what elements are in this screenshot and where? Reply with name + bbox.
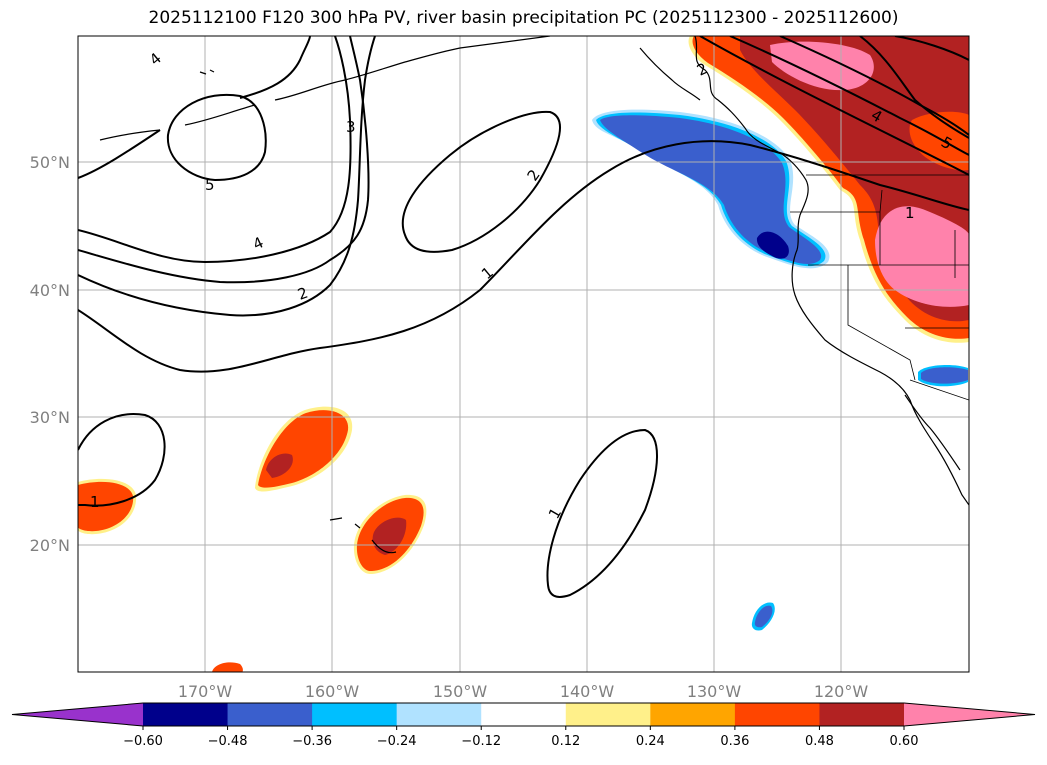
lon-label: 120°W bbox=[814, 682, 869, 701]
contour-label: 1 bbox=[905, 204, 915, 222]
colorbar-segment bbox=[227, 703, 313, 726]
lon-label: 160°W bbox=[305, 682, 360, 701]
colorbar-tick-label: −0.60 bbox=[123, 734, 163, 749]
colorbar-segment bbox=[481, 703, 567, 726]
colorbar-extend-high bbox=[904, 703, 1035, 726]
lat-label: 50°N bbox=[30, 153, 70, 172]
colorbar-tick-label: 0.60 bbox=[890, 734, 919, 749]
precip-negative-small-2 bbox=[751, 602, 775, 631]
colorbar-tick-label: −0.12 bbox=[461, 734, 501, 749]
precip-positive-pacific-1 bbox=[255, 406, 353, 492]
map-border bbox=[77, 35, 970, 673]
precip-positive-west-edge bbox=[78, 478, 137, 535]
precip-negative-small-1 bbox=[918, 364, 968, 387]
lon-label: 130°W bbox=[687, 682, 742, 701]
latitude-labels: 50°N 40°N 30°N 20°N bbox=[30, 153, 70, 555]
lat-label: 40°N bbox=[30, 281, 70, 300]
map-title: 2025112100 F120 300 hPa PV, river basin … bbox=[148, 8, 899, 28]
lon-label: 140°W bbox=[560, 682, 615, 701]
precip-positive-northeast bbox=[688, 36, 969, 343]
colorbar: −0.60 −0.48 −0.36 −0.24 −0.12 0.12 0.24 0.36 0.4… bbox=[11, 702, 1036, 749]
pv-contours bbox=[78, 36, 969, 598]
colorbar-segment bbox=[396, 703, 482, 726]
colorbar-segment bbox=[819, 703, 905, 726]
lat-label: 30°N bbox=[30, 408, 70, 427]
precip-positive-south-edge bbox=[212, 662, 243, 672]
contour-label: 3 bbox=[346, 118, 356, 136]
colorbar-tick-label: −0.48 bbox=[208, 734, 248, 749]
contour-label: 5 bbox=[205, 176, 215, 194]
colorbar-segment bbox=[650, 703, 736, 726]
colorbar-segment bbox=[565, 703, 651, 726]
colorbar-tick-label: −0.36 bbox=[292, 734, 332, 749]
lon-label: 170°W bbox=[178, 682, 233, 701]
precip-positive-pacific-2 bbox=[353, 494, 427, 575]
coastlines bbox=[99, 36, 969, 554]
colorbar-extend-low bbox=[12, 703, 143, 726]
borders bbox=[790, 174, 969, 401]
colorbar-tick-label: 0.48 bbox=[805, 734, 834, 749]
lon-label: 150°W bbox=[433, 682, 488, 701]
longitude-labels: 170°W 160°W 150°W 140°W 130°W 120°W bbox=[178, 682, 869, 701]
lat-label: 20°N bbox=[30, 536, 70, 555]
colorbar-segment bbox=[734, 703, 820, 726]
colorbar-tick-label: 0.12 bbox=[551, 734, 580, 749]
contour-label: 1 bbox=[90, 493, 100, 511]
colorbar-tick-label: −0.24 bbox=[377, 734, 417, 749]
colorbar-segment bbox=[312, 703, 398, 726]
colorbar-segment bbox=[143, 703, 229, 726]
colorbar-tick-label: 0.36 bbox=[720, 734, 749, 749]
colorbar-tick-label: 0.24 bbox=[636, 734, 665, 749]
